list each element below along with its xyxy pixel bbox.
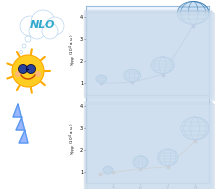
Circle shape [25, 36, 31, 42]
Circle shape [18, 64, 28, 74]
Point [130, 81, 134, 84]
Circle shape [46, 17, 64, 35]
Circle shape [123, 69, 141, 82]
Point [193, 140, 197, 143]
Circle shape [12, 55, 44, 87]
Point [161, 73, 164, 76]
Circle shape [26, 64, 35, 74]
Text: NLO: NLO [30, 20, 56, 30]
Circle shape [157, 149, 178, 166]
Point [139, 167, 142, 170]
Point [100, 82, 103, 85]
Circle shape [22, 44, 26, 48]
Polygon shape [13, 104, 28, 143]
Circle shape [42, 23, 58, 39]
Point [166, 165, 169, 168]
Circle shape [103, 166, 113, 174]
Circle shape [20, 16, 40, 36]
Y-axis label: $\gamma_{pppp}$ (10$^4$ a.u.): $\gamma_{pppp}$ (10$^4$ a.u.) [68, 123, 79, 155]
FancyBboxPatch shape [84, 101, 212, 189]
FancyBboxPatch shape [87, 104, 215, 189]
Circle shape [181, 117, 209, 140]
Point [192, 24, 195, 27]
FancyBboxPatch shape [84, 10, 212, 98]
Circle shape [20, 50, 23, 53]
FancyBboxPatch shape [86, 102, 213, 189]
Point [112, 171, 115, 174]
Circle shape [29, 23, 45, 39]
Point [98, 173, 101, 176]
Circle shape [133, 156, 148, 168]
X-axis label: Height (Å): Height (Å) [133, 104, 161, 109]
Circle shape [31, 10, 55, 34]
FancyBboxPatch shape [86, 12, 213, 99]
Circle shape [96, 75, 107, 83]
Circle shape [35, 71, 41, 77]
Y-axis label: $\gamma_{pppp}$ (10$^4$ a.u.): $\gamma_{pppp}$ (10$^4$ a.u.) [68, 34, 79, 66]
FancyBboxPatch shape [87, 13, 215, 101]
Circle shape [15, 71, 21, 77]
Circle shape [151, 57, 174, 74]
Circle shape [177, 1, 209, 25]
